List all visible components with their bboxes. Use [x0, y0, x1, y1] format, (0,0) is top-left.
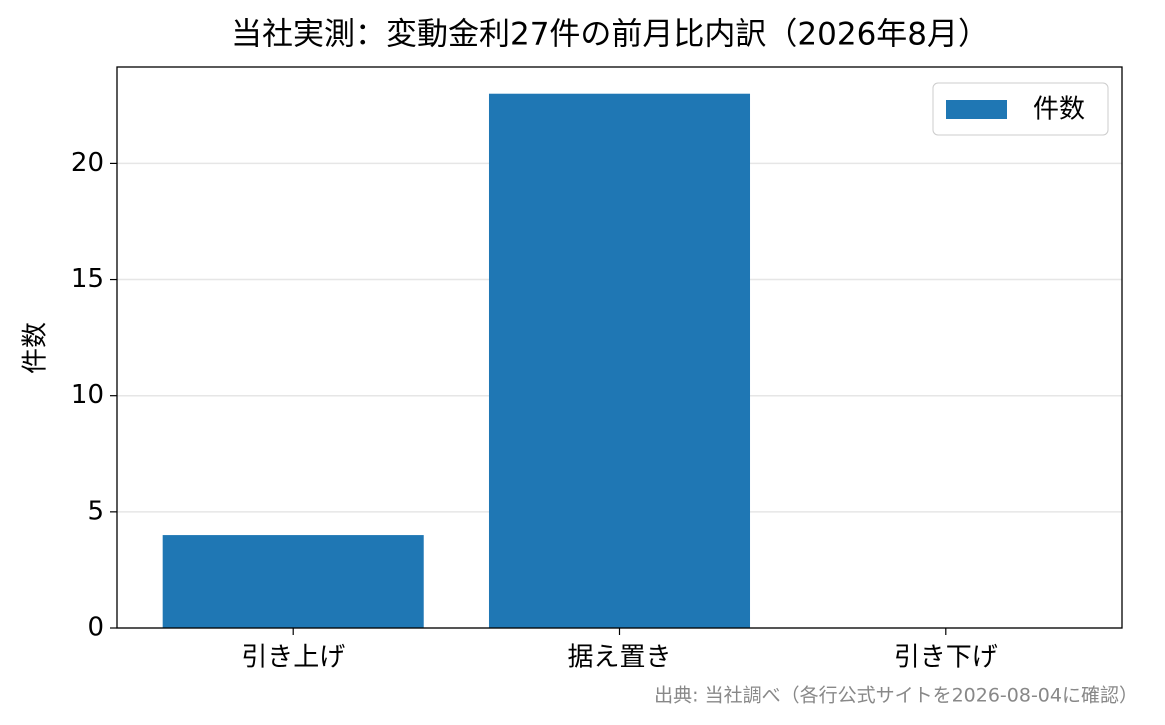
plot-frame: [116, 66, 1123, 629]
chart-title: 当社実測：変動金利27件の前月比内訳（2026年8月）: [231, 17, 989, 53]
y-tick-label: 10: [71, 380, 104, 410]
y-tick-label: 20: [71, 148, 104, 178]
legend-box: [932, 82, 1109, 136]
legend-label: 件数: [1033, 95, 1085, 125]
bar: [488, 93, 751, 628]
y-tick-label: 5: [87, 496, 104, 526]
bar: [162, 535, 424, 628]
y-tick-label: 0: [87, 613, 104, 643]
legend-swatch: [946, 100, 1007, 119]
y-tick-label: 15: [71, 264, 104, 294]
x-tick-label: 据え置き: [567, 643, 671, 673]
y-axis-label: 件数: [21, 322, 51, 374]
source-note: 出典: 当社調べ（各行公式サイトを2026-08-04に確認）: [654, 685, 1138, 707]
x-tick-label: 引き上げ: [241, 643, 345, 673]
x-tick-label: 引き下げ: [894, 643, 998, 673]
